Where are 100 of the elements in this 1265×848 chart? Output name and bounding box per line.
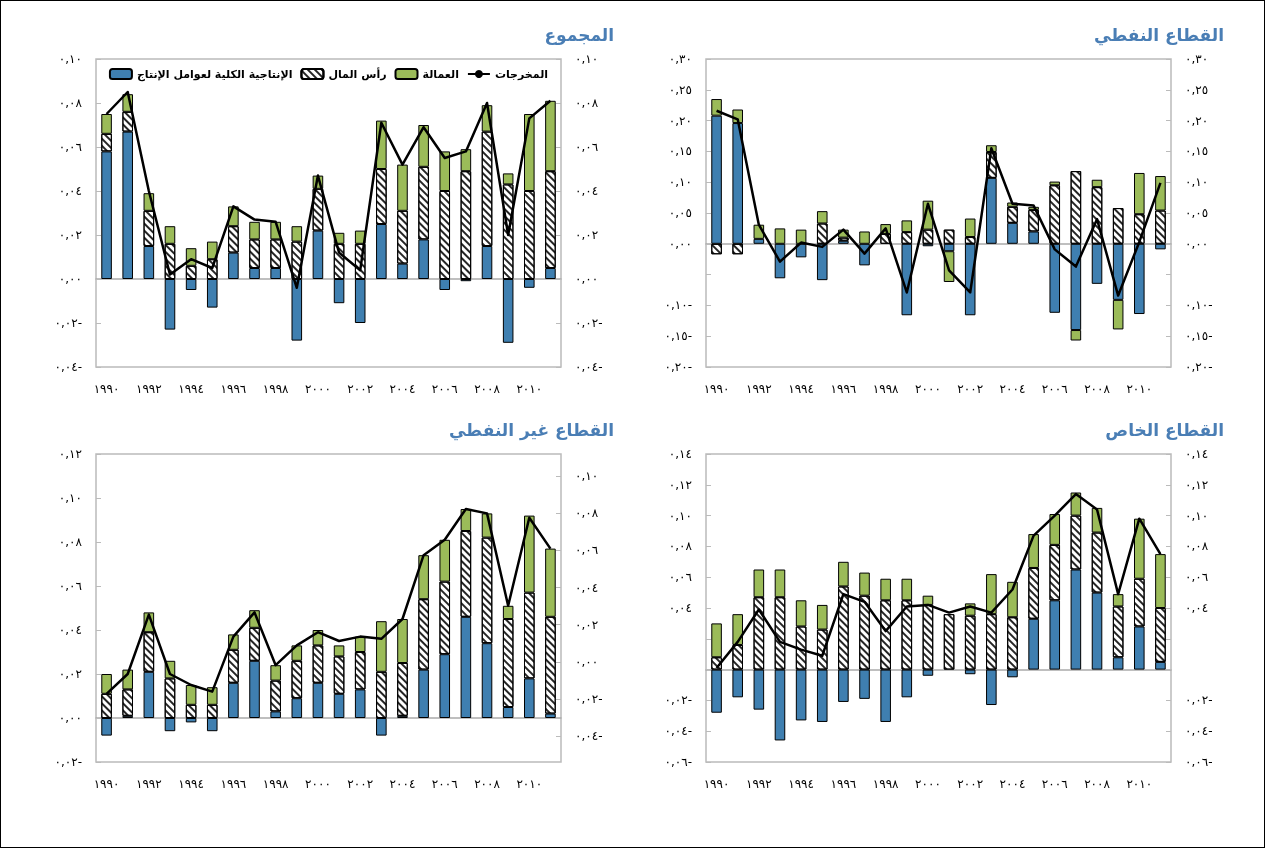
y2-tick-label: ٠,٠٥ [1185,206,1209,220]
y2-tick-label: ٠,١٠- [1185,298,1213,313]
y2-tick-label: ٠,٠٨ [575,96,599,110]
x-tick-label: ١٩٩٤ [788,382,814,396]
y-tick-label: ٠,٠٨ [668,539,693,554]
x-tick-label: ٢٠٠٦ [431,777,458,791]
y2-tick-label: ٠,١٥- [1185,329,1213,344]
y-tick-label: ٠,١٥- [664,329,692,344]
x-tick-label: ٢٠٠٦ [1041,382,1068,396]
y-tick-label: ٠,٠٤- [664,724,692,739]
x-tick-label: ١٩٩٢ [745,777,772,791]
y-tick-label: ٠,٠٢- [54,755,82,769]
chart-title: القطاع النفطي [1093,24,1225,46]
y2-tick-label: ٠,٠٨ [1185,539,1209,554]
x-tick-label: ٢٠٠٢ [957,777,984,791]
x-tick-label: ٢٠٠٠ [915,777,941,791]
y2-tick-label: ٠,٠٤ [575,184,599,198]
x-tick-label: ٢٠٠٦ [431,382,458,396]
y2-tick-label: ٠,٢٥ [1185,82,1209,97]
y2-tick-label: ٠,٢٠ [1185,113,1209,128]
y2-tick-label: ٠,٠٦ [575,543,599,558]
x-tick-label: ١٩٩٦ [830,777,857,791]
y2-tick-label: ٠,٠٤- [575,360,603,374]
x-tick-label: ٢٠١٠ [516,382,543,396]
y-tick-label: ٠,٠٨ [58,96,83,110]
y2-tick-label: ٠,٠٢ [575,228,599,242]
chart-title: القطاع الخاص [1105,419,1225,441]
y2-tick-label: ٠,١٠ [1185,175,1209,190]
y-tick-label: ٠,٠٢ [58,228,82,242]
x-tick-label: ١٩٩٢ [135,777,162,791]
x-tick-label: ٢٠٠٨ [1084,382,1111,396]
y-tick-label: ٠,١٠ [58,491,82,505]
y2-tick-label: ٠,٠٠ [575,272,599,286]
x-tick-label: ٢٠٠٨ [1084,777,1111,791]
y2-tick-label: ٠,١٠ [1185,508,1209,523]
y-tick-label: ٠,٣٠ [668,52,692,66]
y-tick-label: ٠,١٠ [58,52,82,66]
y-tick-label: ٠,٢٠ [668,113,692,128]
x-tick-label: ١٩٩٢ [745,382,772,396]
y-tick-label: ٠,٠٢- [664,693,692,708]
x-tick-label: ١٩٩٦ [220,382,247,396]
y2-tick-label: ٠,١٢ [1185,477,1209,492]
y-tick-label: ٠,٠٢- [54,316,82,330]
x-tick-label: ٢٠٠٢ [347,382,374,396]
legend-label: الإنتاجية الكلية لعوامل الإنتاج [136,67,293,82]
y2-tick-label: ٠,٠٦- [1185,755,1213,769]
x-tick-label: ٢٠١٠ [516,777,543,791]
y2-tick-label: ٠,٠٠ [575,654,599,669]
y-tick-label: ٠,٢٥ [668,82,692,97]
y-tick-label: ٠,٠٦ [58,140,82,154]
y-tick-label: ٠,١٠ [668,175,692,190]
chart-title: المجموع [544,24,614,46]
y2-tick-label: ٠,٠٦ [575,140,599,154]
y-tick-label: ٠,٠٥ [668,206,692,220]
legend-label: المخرجات [494,67,549,81]
x-tick-label: ١٩٩٠ [703,382,730,396]
y-tick-label: ٠,٠٤ [58,184,82,198]
y-tick-label: ٠,٢٠- [664,360,692,374]
x-tick-label: ١٩٩٦ [830,382,857,396]
x-tick-label: ٢٠٠٠ [305,382,331,396]
x-tick-label: ١٩٩٨ [262,777,290,791]
y-tick-label: ٠,١٢ [58,447,82,461]
x-tick-label: ٢٠٠٤ [999,382,1026,396]
y-tick-label: ٠,٠٤ [58,623,82,637]
x-tick-label: ٢٠٠٨ [474,382,501,396]
x-tick-label: ٢٠٠٤ [389,777,416,791]
y2-tick-label: ٠,١٠ [575,469,599,484]
y2-tick-label: ٠,٠٢- [1185,693,1213,708]
y-tick-label: ٠,٠٠ [58,272,82,286]
legend-label: العمالة [422,67,459,81]
bar [922,595,934,605]
y-tick-label: ٠,٠٦ [668,570,692,585]
y-tick-label: ٠,٠٦ [58,579,82,593]
x-tick-label: ٢٠١٠ [1126,382,1153,396]
x-tick-label: ٢٠٠٤ [999,777,1026,791]
y2-tick-label: ٠,٠٦ [1185,570,1209,585]
x-tick-label: ١٩٩٨ [872,777,900,791]
y2-tick-label: ٠,٠٨ [575,506,599,521]
x-tick-label: ٢٠٠٢ [957,382,984,396]
y2-tick-label: ٠,١٥ [1185,144,1209,159]
y-tick-label: ٠,٠٢ [58,667,82,681]
x-tick-label: ١٩٩٠ [93,777,120,791]
x-tick-label: ١٩٩٠ [93,382,120,396]
x-tick-label: ١٩٩٤ [178,777,204,791]
y2-tick-label: ٠,٠٠ [1185,236,1209,251]
x-tick-label: ١٩٩٠ [703,777,730,791]
y2-tick-label: ٠,١٤ [1185,447,1209,461]
x-tick-label: ٢٠٠٢ [347,777,374,791]
y2-tick-label: ٠,٢٠- [1185,360,1213,374]
y2-tick-label: ٠,٠٤- [575,729,603,744]
y2-tick-label: ٠,١٠ [575,52,599,66]
x-tick-label: ٢٠٠٠ [915,382,941,396]
y2-tick-label: ٠,٠٢- [575,316,603,330]
x-tick-label: ١٩٩٨ [872,382,900,396]
x-tick-label: ٢٠٠٦ [1041,777,1068,791]
x-tick-label: ٢٠٠٤ [389,382,416,396]
y-tick-label: ٠,٠٠ [58,711,82,725]
y-tick-label: ٠,٠٦- [664,755,692,769]
x-tick-label: ٢٠٠٨ [474,777,501,791]
y-tick-label: ٠,١٥ [668,144,692,159]
